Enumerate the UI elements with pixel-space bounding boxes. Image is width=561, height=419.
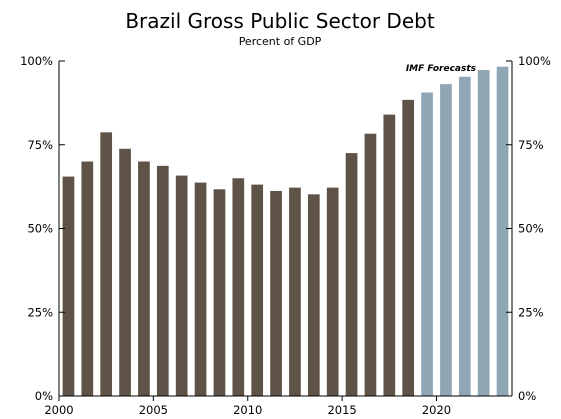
historical-bar-2015 [345,153,358,397]
y-tick-label-right: 75% [518,138,544,152]
y-tick-label-right: 50% [518,222,544,236]
forecast-bar-2021 [458,76,471,396]
forecast-bar-2019 [421,92,433,397]
historical-bar-2018 [402,99,415,397]
y-tick-label-left: 25% [27,305,53,319]
x-tick-label: 2020 [422,403,451,417]
y-tick-label-left: 50% [27,222,53,236]
tick-labels-layer: 0% 0% 25% 25% 50% 50% 75% 75% 100% 100% 2000 2005 20… [20,54,551,417]
historical-bar-2011 [270,190,282,396]
y-tick-label-right: 0% [518,389,536,403]
y-tick-label-left: 0% [35,389,53,403]
historical-bar-2017 [383,114,396,396]
axes-layer [58,60,513,401]
forecast-annotation: IMF Forecasts [406,64,477,74]
x-tick-label: 2015 [327,403,356,417]
chart-title: Brazil Gross Public Sector Debt [125,9,434,33]
historical-bar-2013 [307,194,320,396]
chart-subtitle: Percent of GDP [239,35,322,48]
x-tick-label: 2010 [233,403,262,417]
forecast-bar-2023 [496,66,509,396]
bars-layer [62,66,509,397]
historical-bar-2007 [194,182,207,396]
forecast-bar-2020 [440,84,452,397]
historical-bar-2014 [326,187,339,396]
forecast-bar-2022 [477,70,490,397]
historical-bar-2003 [119,148,131,396]
historical-bar-2004 [138,161,150,396]
historical-bar-2001 [81,161,94,396]
historical-bar-2010 [251,184,264,396]
historical-bar-2000 [62,176,75,396]
historical-bar-2005 [156,165,169,396]
y-tick-label-left: 75% [27,138,53,152]
historical-bar-2008 [213,189,226,396]
historical-bar-2009 [232,178,245,396]
historical-bar-2006 [175,175,188,396]
y-tick-label-right: 25% [518,305,544,319]
historical-bar-2002 [100,132,113,396]
x-tick-label: 2000 [44,403,73,417]
y-tick-label-left: 100% [20,54,53,68]
historical-bar-2016 [364,133,377,396]
historical-bar-2012 [289,187,301,396]
y-tick-label-right: 100% [518,54,551,68]
x-tick-label: 2005 [139,403,168,417]
